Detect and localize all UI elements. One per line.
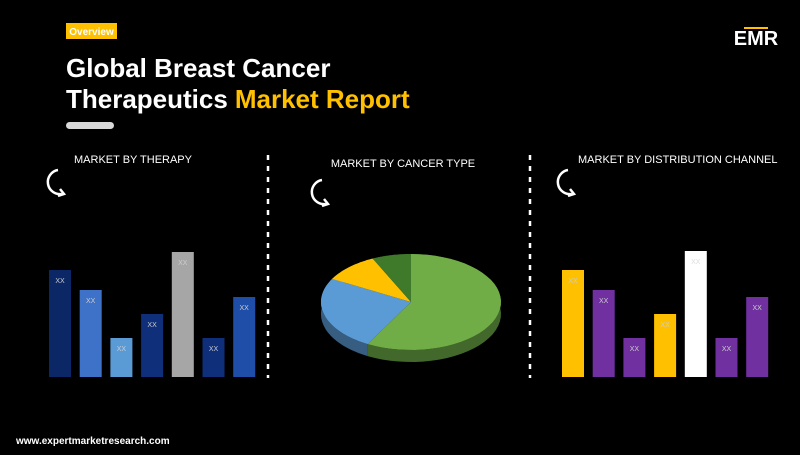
value-label: XX <box>599 298 609 305</box>
value-label: XX <box>660 322 670 329</box>
value-label: XX <box>209 346 219 353</box>
bar <box>684 251 707 377</box>
title-highlight: Market Report <box>235 84 410 114</box>
value-label: XX <box>86 298 96 305</box>
bar <box>654 314 677 377</box>
bar <box>49 270 71 377</box>
bar <box>202 338 225 377</box>
value-label: XX <box>55 278 65 285</box>
value-label: XX <box>117 346 127 353</box>
value-label: XX <box>630 346 640 353</box>
bar <box>171 252 194 377</box>
bar <box>110 338 133 377</box>
title-line: Global Breast Cancer <box>66 53 330 83</box>
bar <box>592 290 615 377</box>
footer-url: www.expertmarketresearch.com <box>15 436 170 447</box>
value-label: XX <box>178 260 188 267</box>
value-label: XX <box>753 305 763 312</box>
chart-title: MARKET BY THERAPY <box>74 154 193 166</box>
value-label: XX <box>722 346 732 353</box>
arrow-icon <box>556 168 573 196</box>
pie-side <box>367 254 501 362</box>
arrow-icon <box>310 178 327 206</box>
bar <box>715 338 738 377</box>
logo: EMR <box>734 28 779 50</box>
arrow-icon <box>57 188 67 198</box>
value-label: XX <box>147 322 157 329</box>
pie-slice <box>332 258 411 302</box>
pie-slice <box>372 254 411 302</box>
arrow-icon <box>46 168 63 196</box>
pie-side <box>321 278 368 357</box>
arrow-icons <box>46 168 577 208</box>
bar <box>746 297 769 377</box>
bar <box>79 290 102 377</box>
chart-title: MARKET BY CANCER TYPE <box>331 158 475 170</box>
bar <box>562 270 584 377</box>
title-underline <box>66 122 114 129</box>
value-label: XX <box>240 305 250 312</box>
title-line: Therapeutics Market Report <box>66 84 410 114</box>
badge: Overview <box>69 27 114 38</box>
arrow-icon <box>321 198 331 208</box>
bar <box>141 314 164 377</box>
bar <box>233 297 256 377</box>
value-label: XX <box>568 278 578 285</box>
title-text: Therapeutics <box>66 84 228 114</box>
value-label: XX <box>691 259 701 266</box>
arrow-icon <box>567 188 577 198</box>
bar <box>623 338 646 377</box>
chart-title: MARKET BY DISTRIBUTION CHANNEL <box>578 154 777 166</box>
pie-slice <box>367 254 501 350</box>
badge-bg <box>66 23 117 39</box>
pie-slice <box>321 278 411 345</box>
